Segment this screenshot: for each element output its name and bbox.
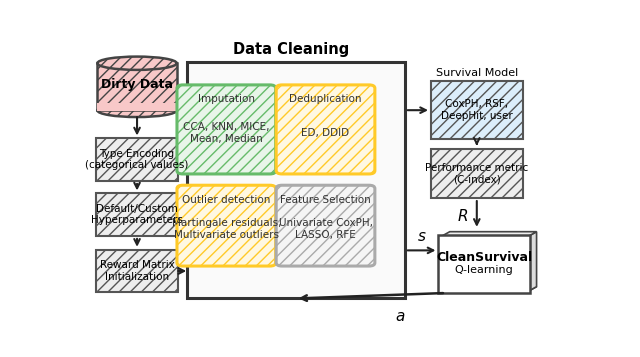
Text: a: a <box>396 310 404 325</box>
Text: Dirty Data: Dirty Data <box>101 77 173 91</box>
Text: Q-learning: Q-learning <box>455 265 514 275</box>
Ellipse shape <box>97 104 177 117</box>
Text: Default/Custom
Hyperparameters: Default/Custom Hyperparameters <box>91 204 183 226</box>
FancyBboxPatch shape <box>97 63 177 110</box>
Text: CleanSurvival: CleanSurvival <box>436 251 532 264</box>
FancyBboxPatch shape <box>276 185 375 266</box>
Text: CCA, KNN, MICE,
Mean, Median: CCA, KNN, MICE, Mean, Median <box>183 122 269 144</box>
Text: Type Encoding
(categorical values): Type Encoding (categorical values) <box>85 149 189 171</box>
FancyBboxPatch shape <box>96 139 178 181</box>
Text: Feature Selection: Feature Selection <box>280 195 371 205</box>
FancyBboxPatch shape <box>431 81 523 139</box>
Text: Survival Model: Survival Model <box>436 68 518 78</box>
FancyBboxPatch shape <box>177 85 276 174</box>
Polygon shape <box>527 232 536 292</box>
Text: s: s <box>419 228 426 243</box>
Polygon shape <box>441 232 536 237</box>
FancyBboxPatch shape <box>96 250 178 292</box>
Text: ED, DDID: ED, DDID <box>301 128 349 138</box>
Text: CoxPH, RSF,
DeepHit, user: CoxPH, RSF, DeepHit, user <box>441 99 513 121</box>
FancyBboxPatch shape <box>187 62 405 298</box>
FancyBboxPatch shape <box>97 104 177 111</box>
FancyBboxPatch shape <box>177 185 276 266</box>
FancyBboxPatch shape <box>276 85 375 174</box>
Polygon shape <box>441 287 536 292</box>
Text: Univariate CoxPH,
LASSO, RFE: Univariate CoxPH, LASSO, RFE <box>278 218 372 240</box>
Text: Deduplication: Deduplication <box>289 94 362 104</box>
FancyBboxPatch shape <box>431 149 523 198</box>
Text: R: R <box>458 209 468 224</box>
Text: Data Cleaning: Data Cleaning <box>233 41 349 56</box>
Text: Imputation: Imputation <box>198 94 255 104</box>
FancyBboxPatch shape <box>96 193 178 236</box>
Text: Performance metric
(C-index): Performance metric (C-index) <box>425 162 529 184</box>
FancyBboxPatch shape <box>438 235 530 293</box>
Ellipse shape <box>97 56 177 70</box>
Text: Outlier detection: Outlier detection <box>182 195 271 205</box>
Text: Reward Matrix
Initialization: Reward Matrix Initialization <box>100 260 175 282</box>
Text: Martingale residuals,
Multivariate outliers: Martingale residuals, Multivariate outli… <box>172 218 281 240</box>
